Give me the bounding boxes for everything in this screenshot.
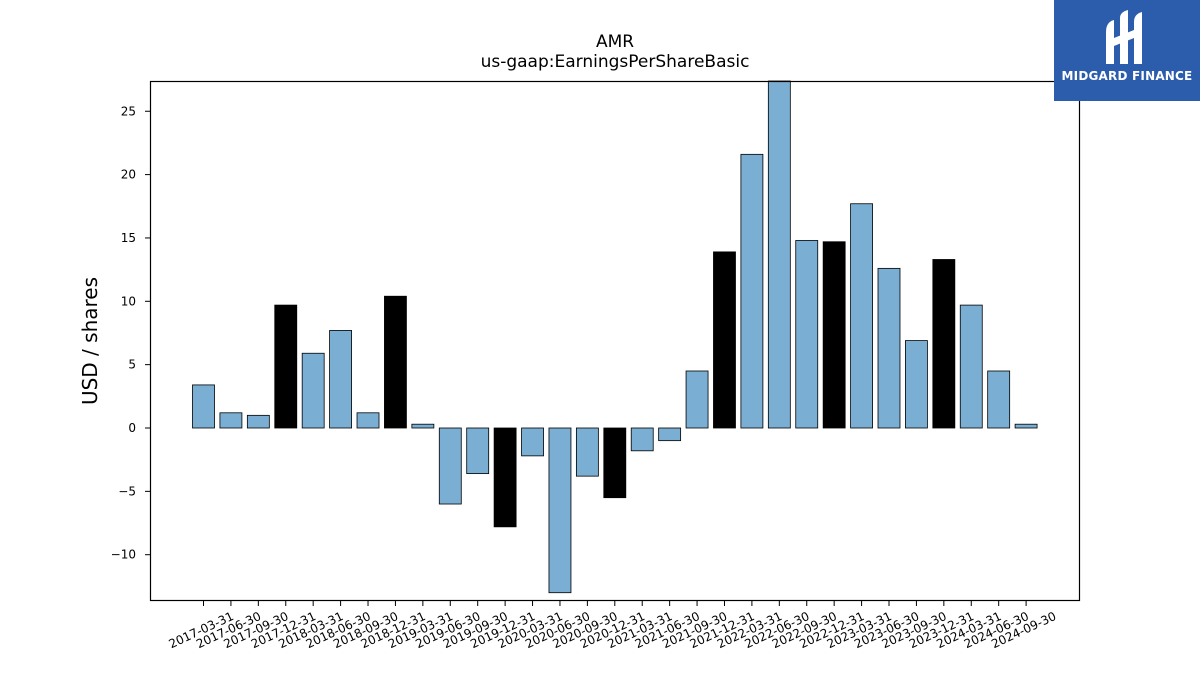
y-tick-label: 25 (121, 104, 136, 118)
bar-2018-09-30 (356, 412, 380, 429)
bar-2021-09-30 (685, 370, 709, 429)
bar-2020-12-31 (603, 427, 627, 499)
logo-text: MIDGARD FINANCE (1061, 69, 1193, 83)
bar-2017-12-31 (274, 304, 298, 429)
bar-2023-06-30 (877, 267, 901, 429)
bar-2022-03-31 (740, 153, 764, 429)
bar-2018-03-31 (301, 352, 325, 429)
y-axis: −10 −5 0 5 10 15 20 25 (111, 104, 150, 562)
bar-2024-03-31 (959, 304, 983, 429)
bar-2019-03-31 (411, 423, 435, 429)
y-tick-label: 0 (128, 421, 136, 435)
y-tick-label: −10 (111, 548, 136, 562)
bar-2020-03-31 (521, 427, 544, 457)
bar-2018-12-31 (384, 295, 407, 429)
bar-2019-12-31 (493, 427, 517, 528)
bar-2020-09-30 (575, 427, 599, 477)
y-tick-label: 15 (121, 231, 136, 245)
x-axis: 2017-03-312017-06-302017-09-302017-12-31… (167, 601, 1058, 651)
chart-subtitle: us-gaap:EarningsPerShareBasic (480, 52, 750, 72)
bars-group (192, 80, 1038, 594)
midgard-logo: MIDGARD FINANCE (1054, 0, 1200, 101)
y-tick-label: −5 (118, 484, 136, 498)
chart-title: AMR (595, 32, 635, 52)
bar-2023-12-31 (932, 259, 956, 429)
bar-2022-12-31 (822, 241, 846, 429)
bar-2024-09-30 (1014, 423, 1038, 429)
y-tick-label: 20 (121, 168, 136, 182)
bar-2023-09-30 (905, 340, 928, 429)
bar-2018-06-30 (329, 330, 353, 429)
y-axis-label: USD / shares (78, 277, 102, 405)
bar-2017-06-30 (219, 412, 243, 429)
bar-2021-03-31 (630, 427, 654, 452)
bar-2017-03-31 (192, 384, 215, 429)
bar-2022-09-30 (795, 240, 819, 429)
bar-2021-06-30 (658, 427, 682, 442)
bar-2021-12-31 (713, 251, 736, 429)
bar-2022-06-30 (767, 80, 791, 429)
y-tick-label: 5 (128, 358, 136, 372)
bar-2020-06-30 (548, 427, 572, 594)
plot-frame (149, 80, 1081, 602)
y-tick-label: 10 (121, 294, 136, 308)
bar-2023-03-31 (850, 203, 873, 429)
bar-2019-09-30 (466, 427, 490, 475)
bar-2019-06-30 (438, 427, 462, 505)
bar-2017-09-30 (246, 414, 270, 429)
midgard-logo-icon (1106, 10, 1142, 64)
bar-2024-06-30 (987, 370, 1011, 429)
